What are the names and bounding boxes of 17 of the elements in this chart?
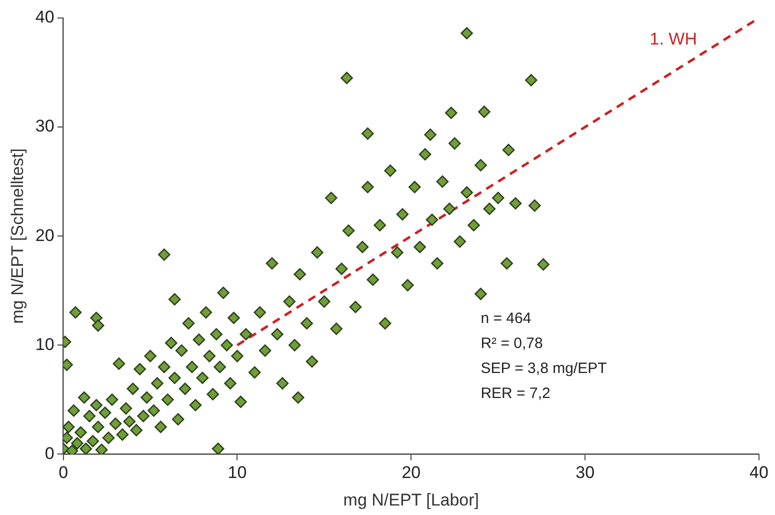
x-axis-title: mg N/EPT [Labor]	[343, 490, 480, 510]
x-tick-label: 10	[228, 463, 247, 482]
y-axis-title: mg N/EPT [Schnelltest]	[8, 148, 27, 324]
x-tick-label: 20	[402, 463, 421, 482]
y-tick-label: 40	[35, 8, 54, 27]
y-tick-label: 30	[35, 116, 54, 136]
annotation: n = 464	[480, 310, 532, 328]
annotation: SEP = 3,8 mg/EPT	[480, 360, 607, 378]
x-tick-label: 40	[750, 463, 768, 482]
y-tick-label: 10	[35, 334, 54, 354]
y-tick-label: 0	[44, 444, 54, 463]
x-tick-label: 30	[576, 463, 595, 482]
y-tick-label: 20	[35, 226, 54, 245]
series-label: 1. WH	[650, 30, 697, 49]
annotation: RER = 7,2	[480, 385, 550, 402]
x-tick-label: 0	[58, 463, 68, 482]
annotation: R² = 0,78	[480, 335, 543, 352]
